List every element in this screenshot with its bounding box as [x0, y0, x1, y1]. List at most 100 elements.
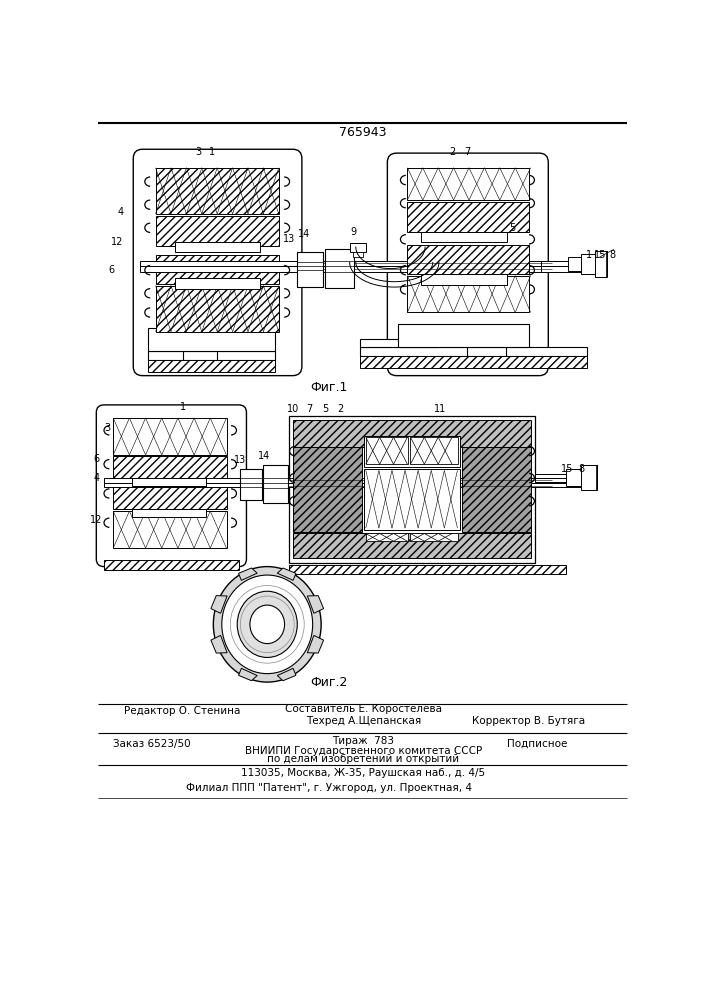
Bar [104, 560, 239, 570]
Bar [293, 420, 532, 447]
Bar [148, 351, 275, 360]
Bar [156, 255, 279, 284]
Bar [148, 328, 275, 351]
Text: 4: 4 [118, 207, 124, 217]
Text: Филиал ППП "Патент", г. Ужгород, ул. Проектная, 4: Филиал ППП "Патент", г. Ужгород, ул. Про… [186, 783, 472, 793]
Bar [366, 533, 408, 541]
Text: 11: 11 [434, 404, 447, 414]
Text: 8: 8 [578, 464, 585, 474]
Text: 13: 13 [234, 455, 247, 465]
Bar [364, 469, 460, 530]
Text: 15: 15 [561, 464, 573, 474]
Text: 7: 7 [464, 147, 471, 157]
Text: 14: 14 [258, 451, 270, 461]
Bar [595, 251, 607, 277]
Text: 8: 8 [609, 250, 615, 260]
Bar [156, 168, 279, 214]
Bar [113, 456, 227, 481]
Text: Техред А.Щепанская: Техред А.Щепанская [306, 716, 421, 726]
Bar [421, 274, 508, 285]
FancyBboxPatch shape [96, 405, 247, 567]
Bar [113, 511, 227, 548]
Bar [360, 347, 587, 356]
Bar [148, 360, 275, 372]
Bar [264, 465, 288, 503]
Bar [140, 261, 560, 266]
Bar [240, 469, 262, 500]
Polygon shape [211, 635, 227, 653]
Text: 4: 4 [93, 473, 100, 483]
Polygon shape [211, 596, 227, 613]
Text: 1: 1 [180, 402, 186, 412]
Polygon shape [308, 635, 324, 653]
Bar [411, 533, 458, 541]
Bar [293, 447, 362, 532]
Text: 6: 6 [93, 454, 100, 464]
Text: Составитель Е. Коростелева: Составитель Е. Коростелева [285, 704, 442, 714]
Ellipse shape [238, 591, 297, 657]
Text: Тираж  783: Тираж 783 [332, 736, 395, 746]
Bar [325, 249, 354, 288]
Bar [360, 339, 437, 347]
Bar [581, 254, 606, 274]
Text: 2: 2 [337, 404, 344, 414]
Ellipse shape [214, 567, 321, 682]
Bar [360, 356, 587, 368]
Text: 113035, Москва, Ж-35, Раушская наб., д. 4/5: 113035, Москва, Ж-35, Раушская наб., д. … [241, 768, 486, 778]
Polygon shape [277, 568, 296, 580]
Bar [364, 436, 460, 466]
Bar [296, 252, 324, 287]
Bar [568, 257, 606, 271]
Bar [407, 168, 529, 200]
Text: 10: 10 [286, 404, 299, 414]
Text: ВНИИПИ Государственного комитета СССР: ВНИИПИ Государственного комитета СССР [245, 746, 482, 756]
Text: 6: 6 [109, 265, 115, 275]
Bar [140, 266, 560, 272]
Bar [541, 261, 606, 266]
Text: Фиг.2: Фиг.2 [310, 676, 348, 689]
Text: 7: 7 [306, 404, 312, 414]
Bar [288, 565, 566, 574]
Text: Заказ 6523/50: Заказ 6523/50 [113, 739, 191, 749]
Bar [351, 243, 366, 252]
Bar [541, 266, 606, 272]
Bar [407, 276, 529, 312]
Ellipse shape [250, 605, 284, 644]
Bar [462, 447, 532, 532]
Text: Фиг.1: Фиг.1 [310, 381, 348, 394]
Bar [156, 216, 279, 246]
Bar [104, 483, 589, 487]
Bar [156, 286, 279, 332]
Polygon shape [308, 596, 324, 613]
Bar [113, 418, 227, 455]
Bar [113, 486, 227, 509]
Text: Подписное: Подписное [506, 739, 567, 749]
Bar [411, 437, 458, 464]
Text: 13: 13 [283, 234, 295, 244]
Bar [293, 533, 532, 558]
Text: 765943: 765943 [339, 126, 387, 139]
Text: 2: 2 [449, 147, 455, 157]
Bar [566, 469, 597, 486]
Text: по делам изобретений и открытий: по делам изобретений и открытий [267, 754, 460, 764]
Polygon shape [277, 668, 296, 681]
Bar [535, 478, 597, 482]
Text: 9: 9 [351, 227, 356, 237]
Ellipse shape [222, 575, 312, 674]
Bar [288, 416, 535, 563]
Polygon shape [238, 568, 257, 580]
Bar [354, 252, 363, 257]
Bar [581, 465, 597, 490]
Text: Корректор В. Бутяга: Корректор В. Бутяга [472, 716, 585, 726]
Bar [104, 478, 589, 483]
Bar [175, 242, 259, 252]
Text: 1: 1 [586, 250, 592, 260]
Text: 12: 12 [111, 237, 123, 247]
Text: 14: 14 [298, 229, 310, 239]
Bar [175, 278, 259, 289]
Text: 12: 12 [90, 515, 103, 525]
Polygon shape [238, 668, 257, 681]
Bar [421, 232, 508, 242]
FancyBboxPatch shape [387, 153, 549, 376]
Bar [407, 202, 529, 232]
